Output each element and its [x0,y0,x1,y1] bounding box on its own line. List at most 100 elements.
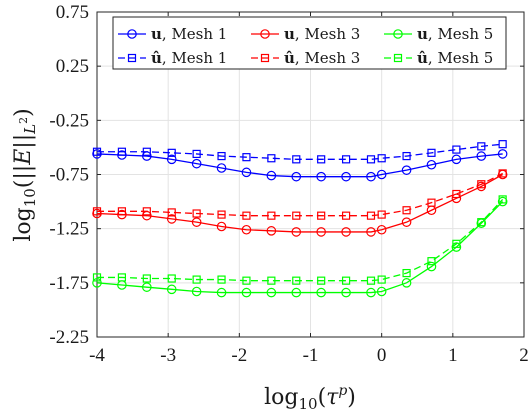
legend-label: û, Mesh 5 [417,49,493,67]
data-point [191,286,202,297]
data-point [291,171,302,182]
y-axis-label: log10(||E||L2) [11,108,39,241]
series-line [97,172,503,217]
data-point [267,211,276,220]
data-point [317,211,326,220]
data-point [241,287,252,298]
series-4 [92,140,507,164]
x-tick-label: -2 [231,345,247,366]
data-point [402,268,411,278]
data-point [242,153,251,162]
data-point [366,276,376,285]
data-point [402,206,411,215]
data-point [241,167,252,178]
data-point [242,211,251,220]
data-point [142,207,151,216]
data-point [217,275,226,284]
data-point [317,155,326,164]
data-point [142,274,151,283]
legend-marker [260,29,270,39]
data-point [452,189,461,199]
data-point [376,286,387,297]
data-point [341,211,351,220]
data-point [401,165,412,175]
legend-label: u, Mesh 3 [284,25,360,43]
series-5 [92,169,507,220]
data-point [117,147,127,156]
axis-labels: log10(τp) log10(||E||L2) [11,108,356,413]
series-2 [92,169,508,237]
data-point [217,151,226,161]
data-point [117,207,127,216]
x-tick-label: 1 [448,345,458,366]
data-point [167,208,176,217]
y-tick-label: -0.75 [49,165,89,186]
data-point [192,149,201,159]
data-point [191,217,202,227]
series-line [96,173,503,233]
data-point [377,154,386,163]
x-tick-label: 0 [377,345,387,366]
data-point [341,227,351,237]
x-tick-label: -4 [89,345,105,366]
data-point [216,221,227,232]
data-point [166,284,177,295]
series-line [97,198,504,282]
data-point [292,155,301,164]
y-tick-label: -2.25 [49,327,89,348]
data-point [167,148,176,157]
x-axis-ticks: -4 -3 -2 -1 0 1 2 [89,12,529,366]
data-point [92,149,102,159]
data-point [401,278,412,288]
x-axis-label: log10(τp) [264,383,356,413]
data-point [316,227,326,237]
legend: u, Mesh 1 u, Mesh 3 u, Mesh 5 û, Mesh 1 û, M… [112,16,507,70]
series-group [92,140,508,298]
x-tick-label: 2 [519,345,529,366]
series-6 [92,195,507,285]
data-point [92,278,102,288]
legend-entry: û, Mesh 1 [118,49,227,67]
data-point [266,226,277,236]
legend-entry: u, Mesh 3 [251,25,360,43]
data-point [92,208,102,219]
y-tick-label: 0.75 [56,2,89,23]
data-point [267,154,276,163]
data-point [267,276,276,285]
legend-label: u, Mesh 1 [151,25,227,43]
data-point [92,147,102,156]
data-point [142,147,151,156]
data-point [266,287,277,298]
series-1 [92,149,508,182]
data-point [117,273,127,282]
data-point [476,181,487,192]
data-point [242,276,251,285]
legend-entry: û, Mesh 3 [251,49,360,67]
data-point [167,274,176,283]
data-point [451,154,462,165]
data-point [166,214,177,224]
data-point [426,159,437,170]
data-point [341,276,351,285]
data-point [192,209,201,218]
data-point [498,140,507,149]
data-point [216,163,227,173]
y-tick-label: -1.75 [49,273,89,294]
data-point [452,145,461,154]
series-3 [92,196,508,298]
data-point [217,210,226,219]
data-point [498,195,507,204]
x-tick-label: -1 [303,345,319,366]
data-point [192,275,201,284]
data-point [477,218,486,227]
data-point [427,257,436,266]
data-point [341,155,351,164]
data-point [477,142,486,151]
data-point [476,151,487,161]
data-point [427,148,436,157]
legend-entry: u, Mesh 1 [118,25,227,43]
legend-marker [393,29,403,39]
data-point [92,273,102,282]
data-point [266,170,277,181]
legend-label: u, Mesh 5 [417,25,493,43]
